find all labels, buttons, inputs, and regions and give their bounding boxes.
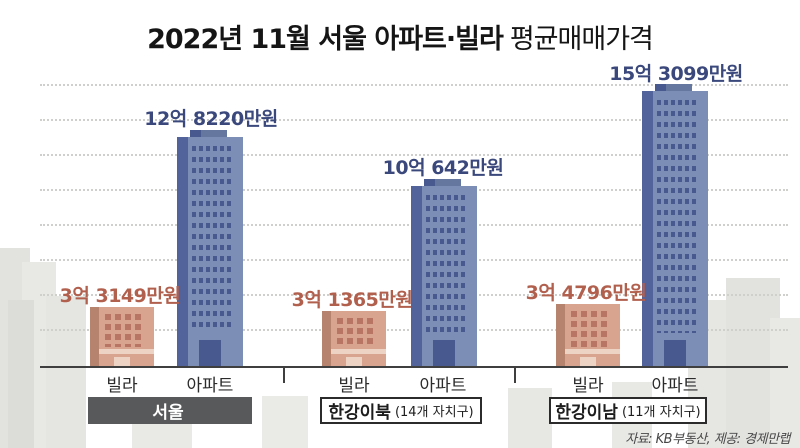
building-ledge — [565, 349, 620, 354]
building-door — [114, 357, 130, 367]
background-skyline — [508, 388, 552, 448]
apartment-building — [642, 84, 708, 367]
divider-tick — [283, 366, 285, 383]
chart-title: 2022년 11월 서울 아파트·빌라 평균매매가격 — [0, 17, 800, 56]
villa-value-label: 3억 1365만원 — [291, 289, 413, 311]
apartment-building — [411, 179, 477, 367]
apartment-building — [177, 130, 243, 367]
group-suffix: (14개 자치구) — [394, 405, 474, 420]
building-window-grid — [657, 100, 699, 333]
group-name: 한강이남 — [555, 403, 618, 423]
villa-category-label: 빌라 — [572, 376, 604, 396]
gridline — [40, 84, 788, 86]
gridline — [40, 119, 788, 121]
building-roof — [655, 84, 692, 91]
villa-value-label: 3억 3149만원 — [59, 285, 181, 307]
villa-building — [556, 304, 620, 367]
building-window-grid — [105, 314, 145, 347]
apartment-value-label: 15억 3099만원 — [609, 63, 743, 85]
villa-building — [90, 307, 154, 367]
villa-category-label: 빌라 — [338, 376, 370, 396]
group-name: 서울 — [152, 403, 184, 423]
chart-title-rest: 평균매매가격 — [509, 24, 654, 55]
building-side-shade — [177, 137, 188, 367]
baseline — [40, 366, 788, 368]
building-door — [664, 340, 686, 367]
building-door — [199, 340, 221, 367]
building-side-shade — [556, 304, 565, 367]
building-window-grid — [192, 146, 234, 333]
source-note: 자료: KB부동산, 제공: 경제만랩 — [625, 432, 790, 447]
apartment-value-label: 12억 8220만원 — [144, 108, 278, 130]
chart-title-emphasis: 2022년 11월 서울 아파트·빌라 — [147, 24, 504, 55]
group-label-hangang-south: 한강이남 (11개 자치구) — [549, 397, 707, 424]
building-ledge — [331, 349, 386, 354]
villa-building — [322, 311, 386, 367]
building-door — [346, 357, 362, 367]
apartment-value-label: 10억 642만원 — [382, 157, 504, 179]
building-window-grid — [337, 318, 377, 347]
background-skyline — [8, 300, 34, 448]
gridline — [40, 154, 788, 156]
building-roof — [424, 179, 461, 186]
building-roof — [190, 130, 227, 137]
building-door — [433, 340, 455, 367]
building-side-shade — [411, 186, 422, 367]
group-suffix: (11개 자치구) — [621, 405, 701, 420]
apartment-category-label: 아파트 — [186, 376, 234, 396]
group-label-seoul: 서울 — [88, 397, 252, 424]
building-window-grid — [571, 311, 611, 347]
building-door — [580, 357, 596, 367]
building-side-shade — [90, 307, 99, 367]
villa-category-label: 빌라 — [106, 376, 138, 396]
building-window-grid — [426, 195, 468, 333]
apartment-category-label: 아파트 — [651, 376, 699, 396]
background-skyline — [262, 396, 308, 448]
background-skyline — [770, 318, 800, 448]
building-side-shade — [642, 91, 653, 367]
background-skyline — [132, 420, 192, 448]
apartment-category-label: 아파트 — [419, 376, 467, 396]
group-name: 한강이북 — [328, 403, 391, 423]
building-ledge — [99, 349, 154, 354]
group-label-hangang-north: 한강이북 (14개 자치구) — [320, 397, 482, 424]
background-skyline — [46, 296, 86, 448]
divider-tick — [514, 366, 516, 383]
villa-value-label: 3억 4796만원 — [525, 282, 647, 304]
building-side-shade — [322, 311, 331, 367]
